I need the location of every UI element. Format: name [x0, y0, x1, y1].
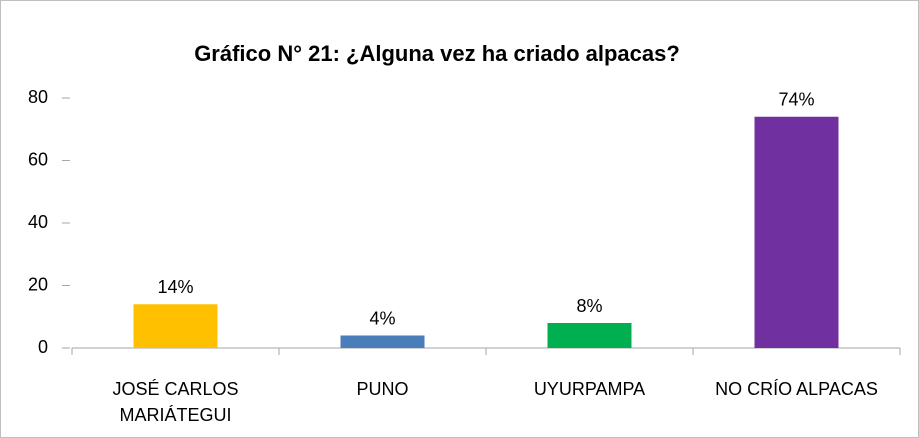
x-tick-label: NO CRÍO ALPACAS [715, 379, 878, 399]
x-tick-label: JOSÉ CARLOS MARIÁTEGUI [112, 379, 239, 425]
y-tick-label: 80 [28, 87, 48, 107]
bar [547, 323, 632, 348]
data-label: 4% [369, 308, 395, 328]
y-tick-label: 0 [38, 337, 48, 357]
chart-title: Gráfico N° 21: ¿Alguna vez ha criado alp… [194, 41, 680, 66]
data-label: 8% [576, 296, 602, 316]
y-tick-label: 60 [28, 149, 48, 169]
bar [754, 116, 839, 348]
data-label: 74% [778, 90, 814, 110]
y-tick-label: 40 [28, 212, 48, 232]
x-tick-label: UYURPAMPA [533, 379, 646, 399]
bar [133, 304, 218, 348]
x-tick-label: PUNO [356, 379, 409, 399]
y-tick-label: 20 [28, 274, 48, 294]
data-label: 14% [157, 277, 193, 297]
bar [340, 335, 425, 348]
